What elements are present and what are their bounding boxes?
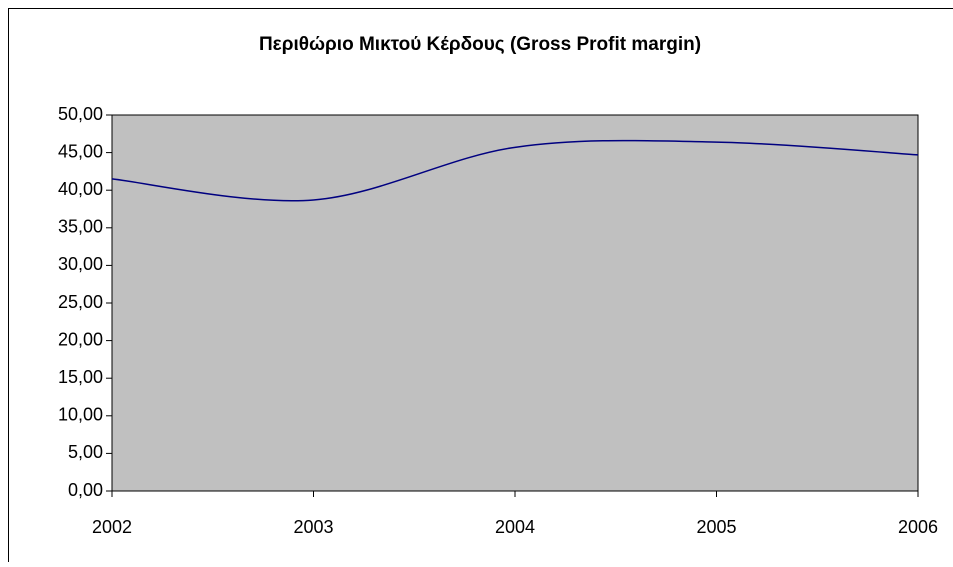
y-tick-label: 50,00: [58, 104, 103, 124]
plot-area: [112, 115, 918, 491]
y-tick-label: 5,00: [68, 442, 103, 462]
y-tick-label: 30,00: [58, 254, 103, 274]
x-tick-label: 2002: [92, 517, 132, 537]
chart-title: Περιθώριο Μικτού Κέρδους (Gross Profit m…: [259, 34, 701, 55]
y-tick-label: 10,00: [58, 405, 103, 425]
y-tick-label: 40,00: [58, 179, 103, 199]
y-tick-label: 25,00: [58, 292, 103, 312]
x-tick-label: 2003: [293, 517, 333, 537]
y-tick-label: 45,00: [58, 141, 103, 161]
y-tick-label: 20,00: [58, 329, 103, 349]
x-tick-label: 2005: [696, 517, 736, 537]
y-tick-label: 15,00: [58, 367, 103, 387]
y-tick-label: 0,00: [68, 480, 103, 500]
y-tick-label: 35,00: [58, 217, 103, 237]
x-tick-label: 2004: [495, 517, 535, 537]
x-tick-label: 2006: [898, 517, 938, 537]
